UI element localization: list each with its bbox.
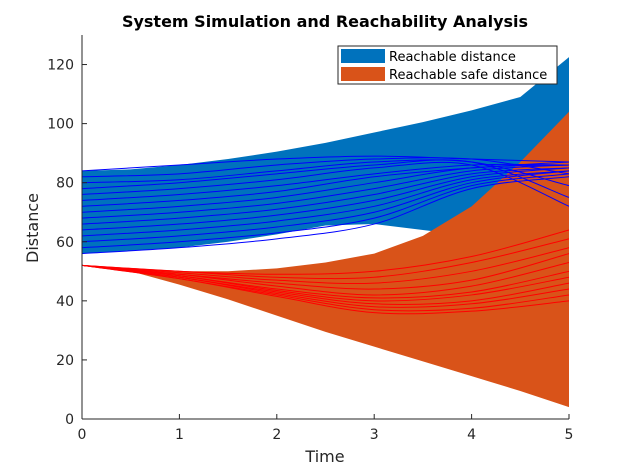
distance-trajectory-4 [82,161,569,207]
y-tick-label: 80 [56,176,74,192]
legend-swatch-reachable-safe-distance [341,67,385,81]
band-reachable-safe-distance [82,111,569,408]
legend-label-reachable-safe-distance: Reachable safe distance [389,68,547,83]
distance-trajectory-5 [82,163,569,201]
trajectory-lines [82,155,569,315]
y-tick-label: 120 [47,58,74,74]
legend-label-reachable-distance: Reachable distance [389,50,516,65]
legend: Reachable distance Reachable safe distan… [337,45,558,85]
safe-distance-trajectory-2 [82,247,569,285]
safe-distance-trajectory-4 [82,261,569,296]
distance-trajectory-14 [82,176,569,255]
y-tick-label: 60 [56,235,74,251]
bands-layer [82,57,569,408]
y-tick-label: 0 [65,412,74,428]
distance-trajectory-12 [82,170,569,243]
x-tick-label: 4 [467,427,476,443]
distance-trajectory-8 [82,164,569,219]
distance-trajectory-11 [82,170,569,237]
distance-trajectory-3 [82,159,569,198]
x-tick-label: 1 [175,427,184,443]
x-tick-label: 5 [565,427,574,443]
legend-swatch-reachable-distance [341,49,385,63]
y-axis-label: Distance [23,193,42,263]
safe-distance-trajectory-8 [82,264,569,308]
distance-trajectory-10 [82,167,569,231]
y-tick-label: 100 [47,117,74,133]
chart-title: System Simulation and Reachability Analy… [122,12,528,31]
distance-trajectory-1 [82,157,569,178]
distance-trajectory-9 [82,167,569,225]
distance-trajectory-7 [82,164,569,213]
x-tick-label: 3 [370,427,379,443]
x-axis-label: Time [304,447,344,466]
x-tick-label: 0 [78,427,87,443]
safe-distance-trajectory-10 [82,264,569,315]
distance-trajectory-13 [82,173,569,249]
distance-trajectory-0 [82,155,569,172]
safe-distance-trajectory-1 [82,238,569,280]
axes: 0 1 2 3 4 5 0 20 40 60 80 100 120 [47,35,573,443]
safe-distance-trajectory-6 [82,264,569,302]
x-tick-label: 2 [272,427,281,443]
y-tick-label: 20 [56,353,74,369]
y-tick-label: 40 [56,294,74,310]
